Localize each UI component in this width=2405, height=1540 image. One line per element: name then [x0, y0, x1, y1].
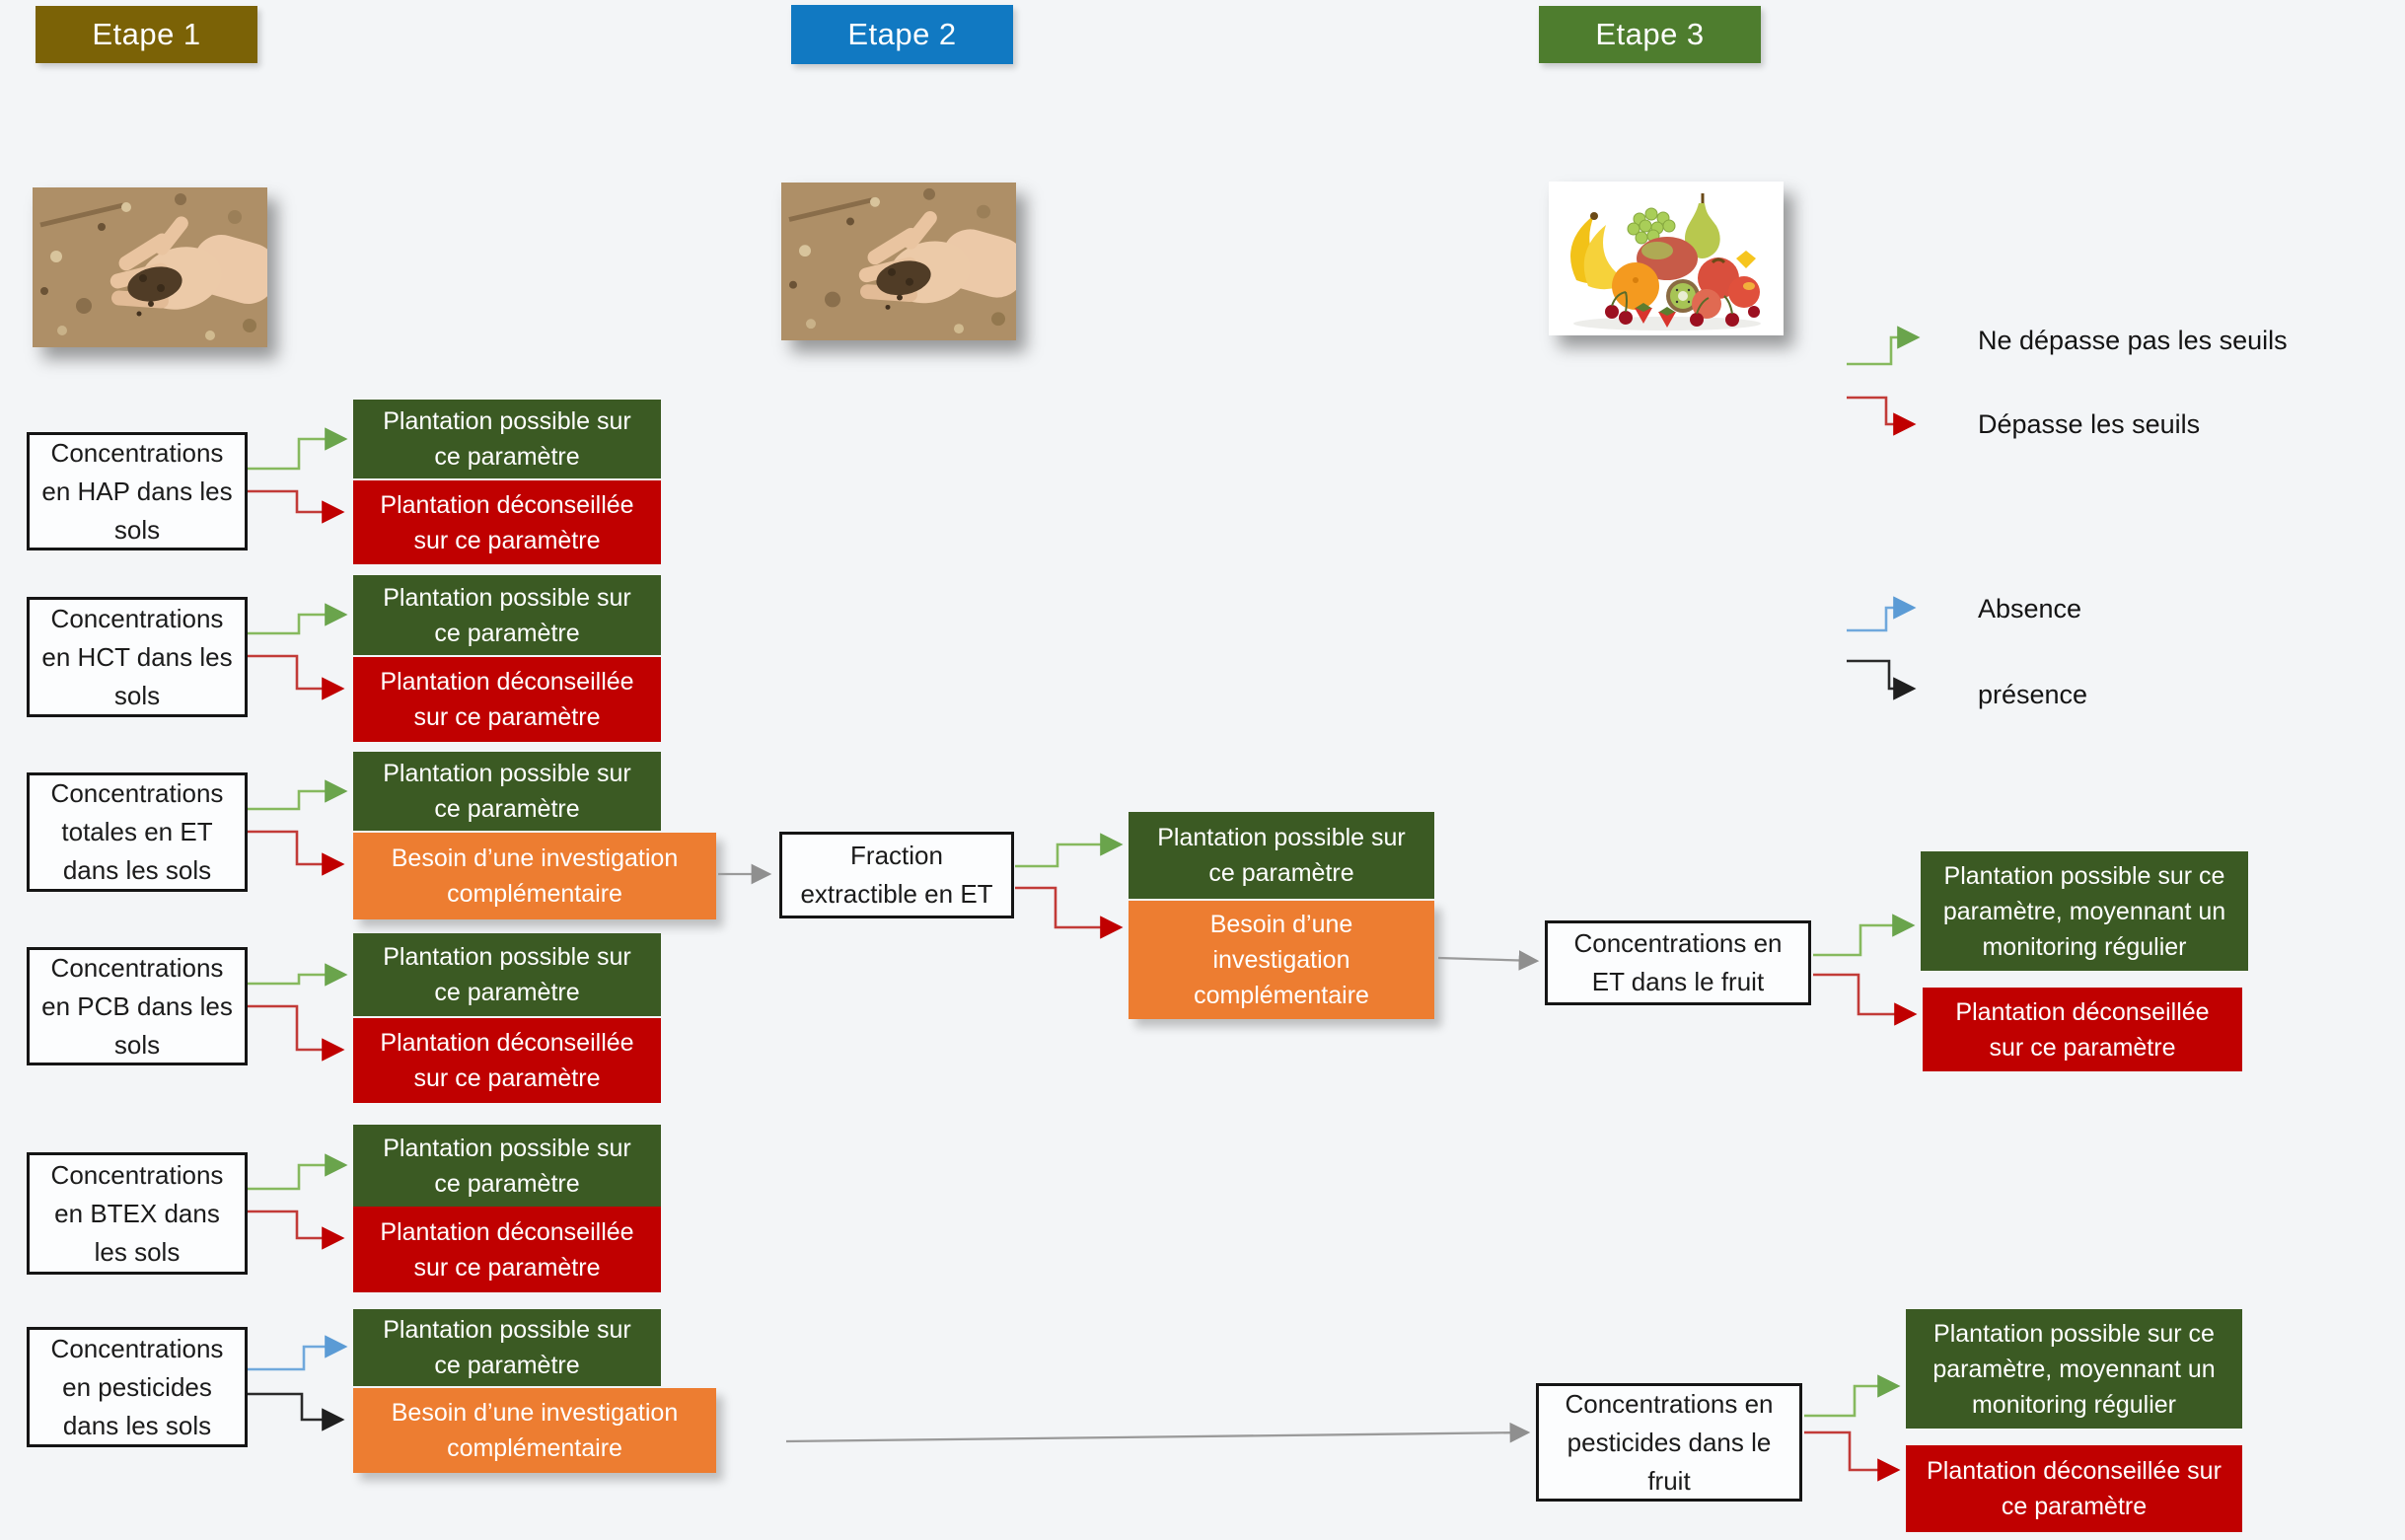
outcome-btex-deconseillee: Plantation déconseillée sur ce paramètre	[353, 1207, 661, 1292]
legend-arrow-blue	[1847, 596, 1917, 632]
arrow-et-fruit-bad	[1813, 973, 1918, 1026]
outcome-et-possible: Plantation possible sur ce paramètre	[353, 752, 661, 831]
outcome-fraction-investigation: Besoin d’une investigation complémentair…	[1129, 901, 1434, 1019]
source-box-pesticides-fruit: Concentrations en pesticides dans le fru…	[1536, 1383, 1802, 1502]
soil-photo-art	[33, 187, 267, 347]
outcome-et-fruit-monitoring: Plantation possible sur ce paramètre, mo…	[1921, 851, 2248, 971]
outcome-btex-possible: Plantation possible sur ce paramètre	[353, 1125, 661, 1207]
outcome-pesticides-possible: Plantation possible sur ce paramètre	[353, 1309, 661, 1386]
fruit-basket-photo-stage3	[1549, 182, 1784, 335]
source-box-fraction-extractible-et: Fraction extractible en ET	[779, 832, 1014, 918]
legend-arrow-red	[1847, 396, 1917, 436]
source-box-et-sols: Concentrations totales en ET dans les so…	[27, 772, 248, 892]
connector-investigation-to-et-fruit	[1437, 950, 1540, 971]
arrow-et-bad	[248, 830, 345, 876]
arrow-btex-bad	[248, 1210, 345, 1250]
arrow-pesticides-fruit-good	[1804, 1374, 1901, 1418]
arrow-pesticides-absence	[248, 1335, 348, 1371]
outcome-hap-possible: Plantation possible sur ce paramètre	[353, 400, 661, 478]
soil-photo-art	[781, 183, 1016, 340]
soil-sample-photo-stage2	[781, 183, 1016, 340]
source-box-hap-sols: Concentrations en HAP dans les sols	[27, 432, 248, 550]
source-box-pcb-sols: Concentrations en PCB dans les sols	[27, 947, 248, 1065]
soil-sample-photo-stage1	[33, 187, 267, 347]
legend-label-presence: présence	[1978, 680, 2088, 709]
arrow-fraction-bad	[1015, 886, 1124, 939]
outcome-hct-possible: Plantation possible sur ce paramètre	[353, 575, 661, 655]
arrow-pesticides-presence	[248, 1392, 345, 1431]
arrow-et-fruit-good	[1813, 914, 1916, 957]
arrow-hap-bad	[248, 489, 345, 524]
outcome-pesticides-fruit-deconseillee: Plantation déconseillée sur ce paramètre	[1906, 1445, 2242, 1532]
outcome-hct-deconseillee: Plantation déconseillée sur ce paramètre	[353, 657, 661, 742]
arrow-pcb-bad	[248, 1004, 345, 1062]
arrow-hct-good	[248, 603, 348, 635]
arrow-btex-good	[248, 1153, 348, 1191]
arrow-pesticides-fruit-bad	[1804, 1430, 1901, 1482]
outcome-pcb-deconseillee: Plantation déconseillée sur ce paramètre	[353, 1018, 661, 1103]
outcome-et-fruit-deconseillee: Plantation déconseillée sur ce paramètre	[1923, 988, 2242, 1071]
stage-1-badge: Etape 1	[36, 6, 257, 63]
arrow-hap-good	[248, 427, 348, 471]
fruit-photo-art	[1549, 182, 1784, 335]
legend-label-ne-depasse-pas: Ne dépasse pas les seuils	[1978, 326, 2288, 355]
stage-3-badge: Etape 3	[1539, 6, 1761, 63]
connector-pesticides-to-fruit	[785, 1422, 1531, 1443]
source-box-et-fruit: Concentrations en ET dans le fruit	[1545, 920, 1811, 1005]
source-box-btex-sols: Concentrations en BTEX dans les sols	[27, 1152, 248, 1275]
outcome-pcb-possible: Plantation possible sur ce paramètre	[353, 933, 661, 1016]
outcome-pesticides-fruit-monitoring: Plantation possible sur ce paramètre, mo…	[1906, 1309, 2242, 1429]
outcome-fraction-possible: Plantation possible sur ce paramètre	[1129, 812, 1434, 899]
legend-arrow-green	[1847, 326, 1921, 366]
source-box-hct-sols: Concentrations en HCT dans les sols	[27, 597, 248, 717]
arrow-hct-bad	[248, 654, 345, 700]
arrow-fraction-good	[1015, 833, 1124, 868]
source-box-pesticides-sols: Concentrations en pesticides dans les so…	[27, 1327, 248, 1447]
outcome-hap-deconseillee: Plantation déconseillée sur ce paramètre	[353, 480, 661, 564]
outcome-pesticides-investigation: Besoin d’une investigation complémentair…	[353, 1388, 716, 1473]
legend-arrow-black	[1847, 659, 1917, 700]
outcome-et-investigation: Besoin d’une investigation complémentair…	[353, 833, 716, 919]
stage-2-badge: Etape 2	[791, 5, 1013, 64]
arrow-pcb-good	[248, 963, 348, 987]
legend-label-depasse: Dépasse les seuils	[1978, 409, 2201, 439]
legend-label-absence: Absence	[1978, 594, 2082, 623]
arrow-et-good	[248, 779, 348, 811]
